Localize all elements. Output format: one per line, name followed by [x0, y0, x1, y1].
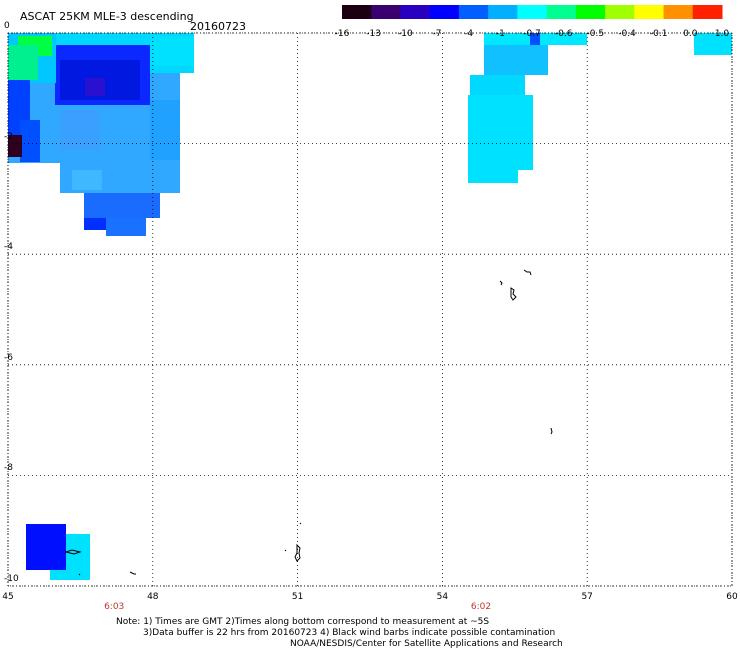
- colorbar-tick-label: -0.5: [586, 29, 605, 39]
- map-title: ASCAT 25KM MLE-3 descending: [20, 10, 194, 23]
- colorbar-segment: [575, 5, 606, 19]
- colorbar-tick-label: -0.1: [649, 29, 668, 39]
- colorbar-tick-label: -0.7: [523, 29, 541, 39]
- longitude-label: 60: [726, 592, 738, 602]
- latitude-label: -4: [4, 242, 13, 253]
- note-line-3: NOAA/NESDIS/Center for Satellite Applica…: [290, 639, 563, 649]
- colorbar-segment: [400, 5, 431, 19]
- map-frame: [7, 32, 733, 587]
- colorbar-segment: [371, 5, 401, 19]
- colorbar-segment: [458, 5, 489, 19]
- map-date: 20160723: [190, 20, 246, 33]
- colorbar-segment: [546, 5, 577, 19]
- latitude-label: -6: [4, 352, 13, 363]
- colorbar-segment: [692, 5, 723, 19]
- colorbar-tick-label: -7: [432, 29, 442, 39]
- colorbar-segment: [517, 5, 548, 19]
- colorbar-segment: [429, 5, 460, 19]
- colorbar-tick-label: -13: [366, 29, 382, 39]
- latitude-label: 0: [4, 21, 10, 31]
- colorbar-tick-label: -0.4: [618, 29, 636, 39]
- latitude-label: -8: [4, 463, 13, 474]
- swath-west: [8, 33, 194, 236]
- longitude-label: 54: [436, 592, 449, 602]
- swath-southwest: [26, 524, 90, 580]
- longitude-label: 48: [147, 592, 159, 602]
- colorbar-segment: [488, 5, 518, 19]
- colorbar-tick-label: -1: [495, 29, 505, 39]
- colorbar: [342, 5, 723, 19]
- colorbar-segment: [342, 5, 372, 19]
- colorbar-segment: [663, 5, 694, 19]
- time-label: 6:02: [470, 602, 492, 612]
- colorbar-tick-label: -16: [334, 29, 350, 39]
- note-line-2: 3)Data buffer is 22 hrs from 20160723 4)…: [143, 628, 556, 638]
- colorbar-segment: [634, 5, 665, 19]
- longitude-label: 45: [2, 592, 14, 602]
- colorbar-segment: [605, 5, 635, 19]
- colorbar-tick-label: 0.0: [683, 29, 698, 39]
- colorbar-tick-label: -10: [397, 29, 413, 39]
- latitude-label: -10: [4, 574, 19, 584]
- time-label: 6:03: [104, 602, 125, 612]
- note-line-1: Note: 1) Times are GMT 2)Times along bot…: [116, 617, 490, 627]
- swath-east: [468, 33, 732, 183]
- colorbar-tick-label: -0.6: [554, 29, 573, 39]
- colorbar-tick-label: -4: [464, 29, 474, 39]
- longitude-label: 51: [291, 592, 304, 602]
- islands: [64, 269, 553, 576]
- colorbar-tick-label: 1.0: [714, 29, 730, 39]
- latitude-label: -2: [4, 131, 13, 142]
- longitude-label: 57: [581, 592, 593, 602]
